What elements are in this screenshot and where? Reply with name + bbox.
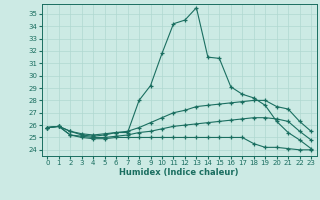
X-axis label: Humidex (Indice chaleur): Humidex (Indice chaleur) bbox=[119, 168, 239, 177]
